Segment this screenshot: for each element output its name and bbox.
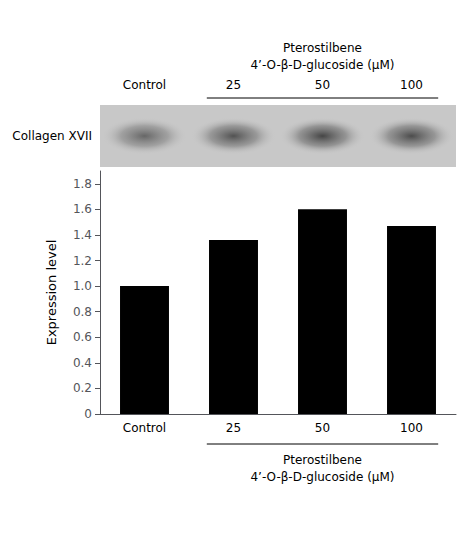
svg-text:Pterostilbene: Pterostilbene (283, 41, 362, 55)
svg-text:50: 50 (315, 421, 330, 435)
svg-text:4’-O-β-D-glucoside (μM): 4’-O-β-D-glucoside (μM) (250, 470, 394, 484)
svg-text:100: 100 (400, 78, 423, 92)
svg-text:4’-O-β-D-glucoside (μM): 4’-O-β-D-glucoside (μM) (250, 58, 394, 72)
svg-text:1.2: 1.2 (73, 254, 92, 268)
svg-text:1.4: 1.4 (73, 228, 92, 242)
svg-text:25: 25 (226, 78, 241, 92)
svg-text:0.4: 0.4 (73, 356, 92, 370)
svg-text:1.8: 1.8 (73, 177, 92, 191)
svg-text:Control: Control (123, 78, 166, 92)
svg-text:0.2: 0.2 (73, 381, 92, 395)
svg-text:100: 100 (400, 421, 423, 435)
svg-text:1.6: 1.6 (73, 202, 92, 216)
svg-text:1.0: 1.0 (73, 279, 92, 293)
svg-text:Expression level: Expression level (44, 240, 59, 346)
svg-text:Collagen XVII: Collagen XVII (12, 129, 92, 143)
svg-text:Pterostilbene: Pterostilbene (283, 453, 362, 467)
svg-text:25: 25 (226, 421, 241, 435)
svg-text:0.6: 0.6 (73, 330, 92, 344)
svg-text:Control: Control (123, 421, 166, 435)
svg-text:50: 50 (315, 78, 330, 92)
svg-text:0: 0 (84, 407, 92, 421)
svg-text:0.8: 0.8 (73, 305, 92, 319)
